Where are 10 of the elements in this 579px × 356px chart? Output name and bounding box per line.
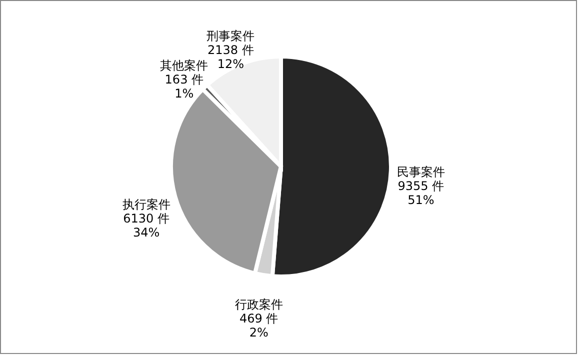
slice-label: 民事案件	[396, 164, 445, 179]
slice-label: 其他案件	[160, 58, 208, 72]
slice-label: 行政案件	[234, 298, 283, 312]
slice-label: 刑事案件	[206, 28, 255, 43]
data-label: 9355 件 51%	[398, 178, 444, 207]
data-label: 2138 件 12%	[207, 42, 254, 71]
data-label: 6130 件 34%	[123, 212, 170, 240]
data-label: 469 件 2%	[239, 312, 278, 340]
data-label: 163 件 1%	[164, 72, 204, 100]
slice-label: 执行案件	[122, 198, 170, 212]
